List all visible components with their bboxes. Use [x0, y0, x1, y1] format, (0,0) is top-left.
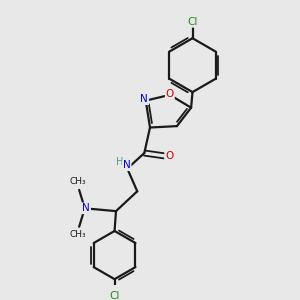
- Text: N: N: [82, 203, 90, 213]
- Text: N: N: [140, 94, 148, 104]
- Text: O: O: [166, 88, 174, 98]
- Text: CH₃: CH₃: [69, 230, 86, 239]
- Text: CH₃: CH₃: [69, 177, 86, 186]
- Text: H: H: [116, 157, 123, 166]
- Text: Cl: Cl: [187, 17, 198, 27]
- Text: N: N: [123, 160, 130, 170]
- Text: Cl: Cl: [110, 291, 120, 300]
- Text: O: O: [165, 151, 173, 161]
